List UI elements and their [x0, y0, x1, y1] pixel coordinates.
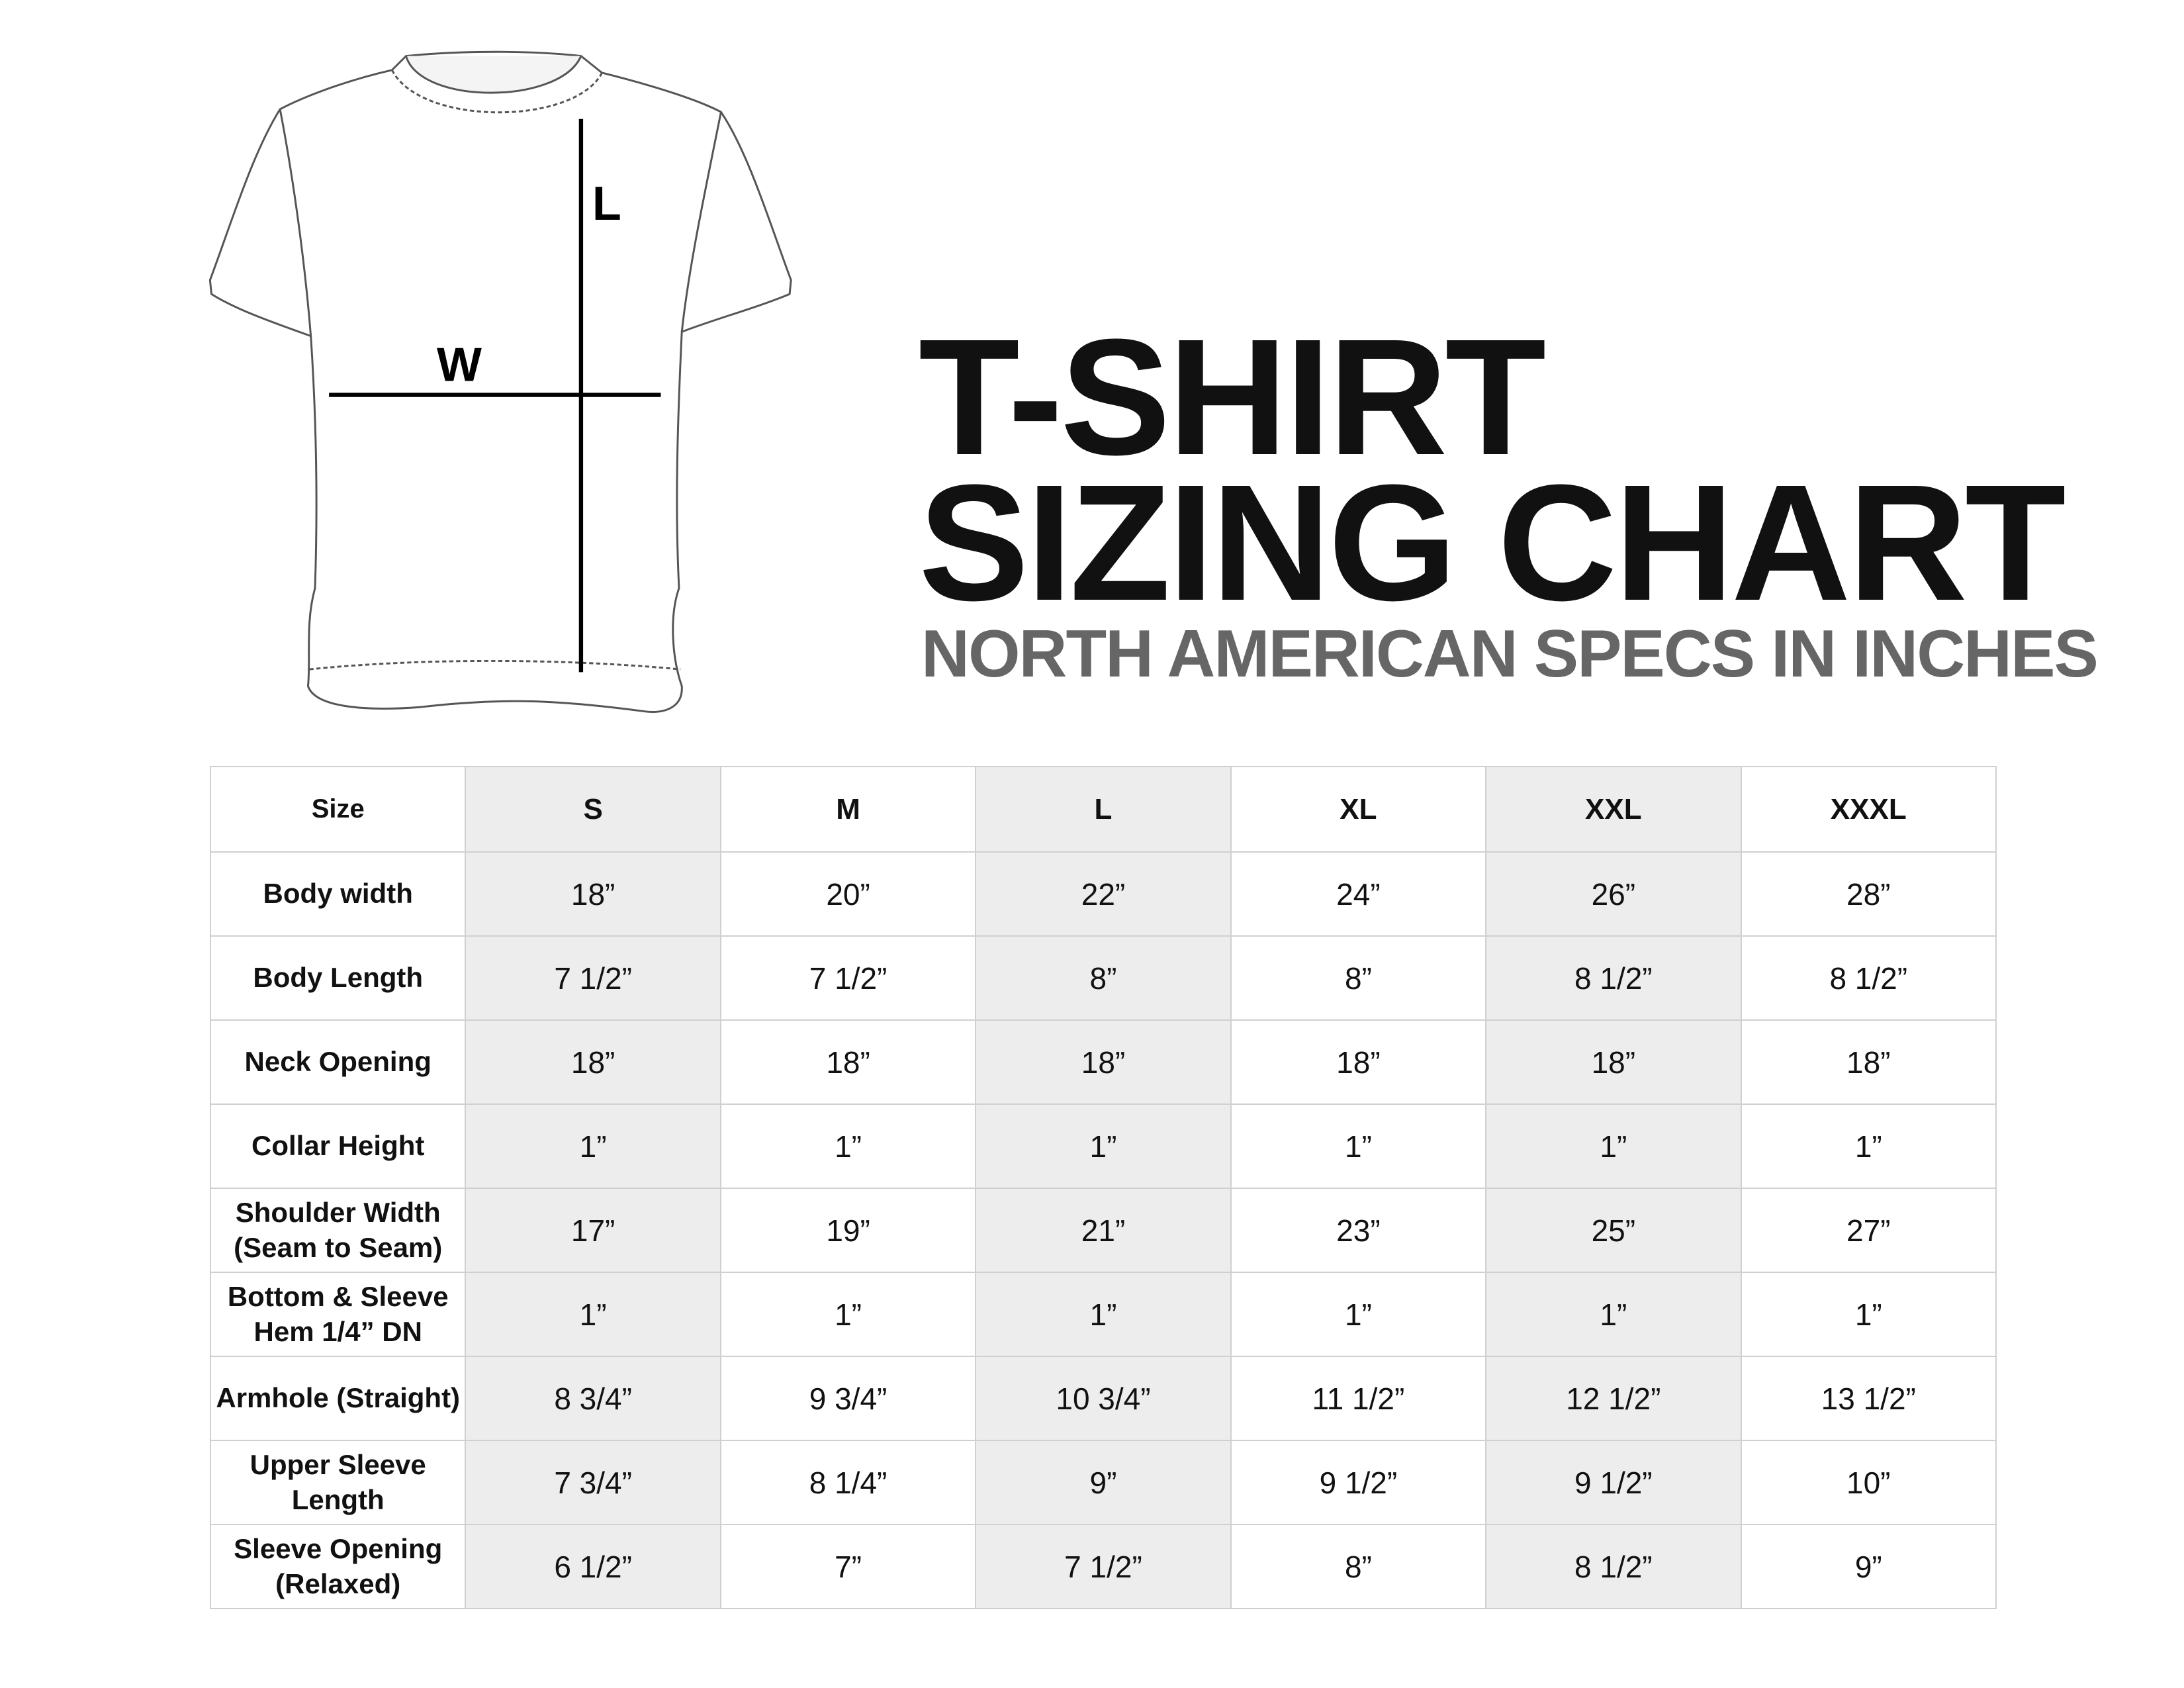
- size-value-cell: 8 1/2”: [1485, 935, 1742, 1021]
- size-value-cell: 18”: [465, 851, 721, 937]
- size-value-cell: 8 3/4”: [465, 1356, 721, 1441]
- size-value-cell: 19”: [719, 1188, 977, 1273]
- size-value-cell: 8”: [1230, 935, 1487, 1021]
- table-row: Bottom & Sleeve Hem 1/4” DN 1” 1” 1” 1” 1” 1”: [209, 1272, 1997, 1357]
- size-value-cell: 8 1/2”: [1740, 935, 1997, 1021]
- size-value-cell: 9 1/2”: [1485, 1440, 1742, 1525]
- size-value-cell: 1”: [719, 1272, 977, 1357]
- width-label: W: [437, 338, 482, 391]
- size-value-cell: 1”: [1740, 1103, 1997, 1189]
- table-row: Sleeve Opening (Relaxed) 6 1/2” 7” 7 1/2” 8”…: [209, 1524, 1997, 1609]
- size-value-cell: 9”: [1740, 1524, 1997, 1609]
- size-value-cell: 9 3/4”: [719, 1356, 977, 1441]
- sizing-table: Size S M L XL XXL XXXL Body width 18” 20” 2…: [209, 766, 1997, 1609]
- header-row: Size S M L XL XXL XXXL: [209, 766, 1997, 853]
- size-value-cell: 22”: [975, 851, 1232, 937]
- size-value-cell: 8”: [975, 935, 1232, 1021]
- row-label: Shoulder Width (Seam to Seam): [209, 1188, 467, 1273]
- size-value-cell: 27”: [1740, 1188, 1997, 1273]
- size-value-cell: 1”: [465, 1103, 721, 1189]
- size-column-header: XXXL: [1740, 766, 1997, 853]
- size-value-cell: 8 1/4”: [719, 1440, 977, 1525]
- row-label: Armhole (Straight): [209, 1356, 467, 1441]
- size-value-cell: 1”: [1740, 1272, 1997, 1357]
- row-label: Neck Opening: [209, 1019, 467, 1105]
- shirt-outline: [208, 50, 792, 713]
- size-value-cell: 1”: [465, 1272, 721, 1357]
- size-value-cell: 1”: [975, 1272, 1232, 1357]
- size-value-cell: 10 3/4”: [975, 1356, 1232, 1441]
- size-header: Size: [209, 766, 467, 853]
- table-row: Armhole (Straight) 8 3/4” 9 3/4” 10 3/4” 11 …: [209, 1356, 1997, 1441]
- size-value-cell: 23”: [1230, 1188, 1487, 1273]
- size-value-cell: 13 1/2”: [1740, 1356, 1997, 1441]
- size-value-cell: 1”: [1485, 1103, 1742, 1189]
- size-value-cell: 18”: [1230, 1019, 1487, 1105]
- size-value-cell: 9 1/2”: [1230, 1440, 1487, 1525]
- size-value-cell: 8”: [1230, 1524, 1487, 1609]
- size-value-cell: 11 1/2”: [1230, 1356, 1487, 1441]
- title-line-1: T-SHIRT: [919, 305, 1546, 489]
- size-value-cell: 17”: [465, 1188, 721, 1273]
- size-value-cell: 18”: [465, 1019, 721, 1105]
- collar: [405, 56, 582, 94]
- size-column-header: L: [975, 766, 1232, 853]
- size-value-cell: 7”: [719, 1524, 977, 1609]
- size-value-cell: 25”: [1485, 1188, 1742, 1273]
- table-row: Shoulder Width (Seam to Seam) 17” 19” 21” 23…: [209, 1188, 1997, 1273]
- table-row: Body width 18” 20” 22” 24” 26” 28”: [209, 851, 1997, 937]
- row-label: Bottom & Sleeve Hem 1/4” DN: [209, 1272, 467, 1357]
- size-value-cell: 26”: [1485, 851, 1742, 937]
- title-line-2: SIZING CHART: [919, 450, 2066, 635]
- size-value-cell: 28”: [1740, 851, 1997, 937]
- subtitle: NORTH AMERICAN SPECS IN INCHES: [921, 617, 2099, 691]
- table-row: Collar Height 1” 1” 1” 1” 1” 1”: [209, 1103, 1997, 1189]
- size-value-cell: 18”: [1485, 1019, 1742, 1105]
- size-column-header: S: [465, 766, 721, 853]
- size-value-cell: 12 1/2”: [1485, 1356, 1742, 1441]
- size-value-cell: 21”: [975, 1188, 1232, 1273]
- row-label: Upper Sleeve Length: [209, 1440, 467, 1525]
- size-value-cell: 1”: [1230, 1272, 1487, 1357]
- size-column-header: M: [719, 766, 977, 853]
- size-value-cell: 18”: [1740, 1019, 1997, 1105]
- size-value-cell: 7 1/2”: [975, 1524, 1232, 1609]
- size-column-header: XXL: [1485, 766, 1742, 853]
- size-value-cell: 24”: [1230, 851, 1487, 937]
- size-value-cell: 1”: [1485, 1272, 1742, 1357]
- table-row: Body Length 7 1/2” 7 1/2” 8” 8” 8 1/2” 8 1/2”: [209, 935, 1997, 1021]
- size-value-cell: 10”: [1740, 1440, 1997, 1525]
- row-label: Body Length: [209, 935, 467, 1021]
- length-label: L: [592, 177, 621, 230]
- size-value-cell: 1”: [975, 1103, 1232, 1189]
- row-label: Body width: [209, 851, 467, 937]
- size-value-cell: 6 1/2”: [465, 1524, 721, 1609]
- size-value-cell: 1”: [719, 1103, 977, 1189]
- size-value-cell: 1”: [1230, 1103, 1487, 1189]
- row-label: Sleeve Opening (Relaxed): [209, 1524, 467, 1609]
- row-label: Collar Height: [209, 1103, 467, 1189]
- size-value-cell: 7 1/2”: [719, 935, 977, 1021]
- table-row: Upper Sleeve Length 7 3/4” 8 1/4” 9” 9 1/2” 9…: [209, 1440, 1997, 1525]
- size-column-header: XL: [1230, 766, 1487, 853]
- size-value-cell: 7 3/4”: [465, 1440, 721, 1525]
- size-value-cell: 18”: [719, 1019, 977, 1105]
- size-value-cell: 18”: [975, 1019, 1232, 1105]
- table-row: Neck Opening 18” 18” 18” 18” 18” 18”: [209, 1019, 1997, 1105]
- size-value-cell: 8 1/2”: [1485, 1524, 1742, 1609]
- size-value-cell: 9”: [975, 1440, 1232, 1525]
- size-value-cell: 20”: [719, 851, 977, 937]
- size-value-cell: 7 1/2”: [465, 935, 721, 1021]
